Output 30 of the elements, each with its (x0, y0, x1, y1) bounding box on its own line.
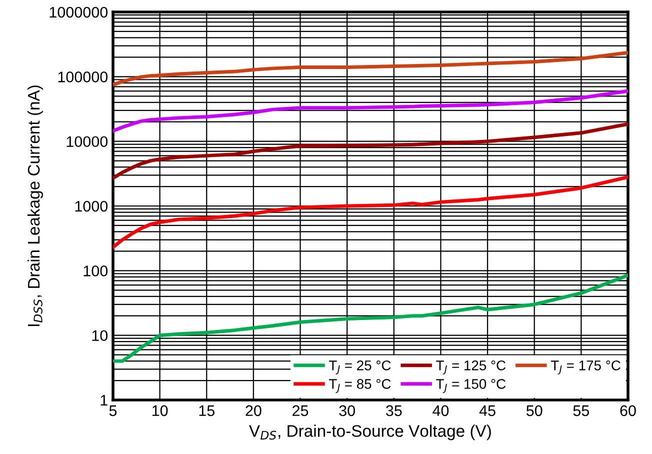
line-series (113, 50, 628, 86)
x-tick-label: 60 (620, 405, 636, 416)
y-tick-label: 1000000 (50, 6, 108, 18)
line-series (113, 122, 628, 180)
x-tick-label: 45 (479, 405, 496, 416)
y-tick-label: 10 (92, 330, 108, 342)
legend-label: T$_{J}$ = 25 °C (329, 360, 391, 374)
x-tick-label: 50 (526, 405, 542, 416)
x-tick-label: 25 (292, 405, 308, 416)
y-tick-label: 10000 (66, 136, 108, 148)
x-axis-title: V$_{DS}$, Drain-to-Source Voltage (V) (248, 424, 491, 440)
line-series (113, 175, 628, 250)
line-series (113, 89, 628, 133)
x-tick-label: 20 (246, 405, 262, 416)
y-tick-label: 1000 (75, 200, 108, 212)
x-tick-label: 55 (573, 405, 590, 416)
legend-label: T$_{J}$ = 125 °C (436, 360, 506, 374)
y-axis-title: I$_{DSS}$, Drain Leakage Current (nA) (27, 86, 43, 326)
x-tick-label: 35 (386, 405, 402, 416)
legend-label: T$_{J}$ = 175 °C (550, 360, 620, 374)
y-tick-label: 100 (84, 266, 108, 276)
x-tick-label: 5 (109, 405, 117, 416)
x-tick-label: 15 (199, 405, 214, 416)
x-tick-label: 30 (339, 405, 355, 416)
y-tick-label: 1 (100, 395, 108, 406)
legend-label: T$_{J}$ = 85 °C (329, 379, 391, 393)
x-tick-label: 10 (152, 405, 168, 416)
x-tick-label: 40 (432, 405, 449, 416)
y-tick-label: 100000 (58, 72, 108, 82)
legend-label: T$_{J}$ = 150 °C (436, 379, 506, 393)
